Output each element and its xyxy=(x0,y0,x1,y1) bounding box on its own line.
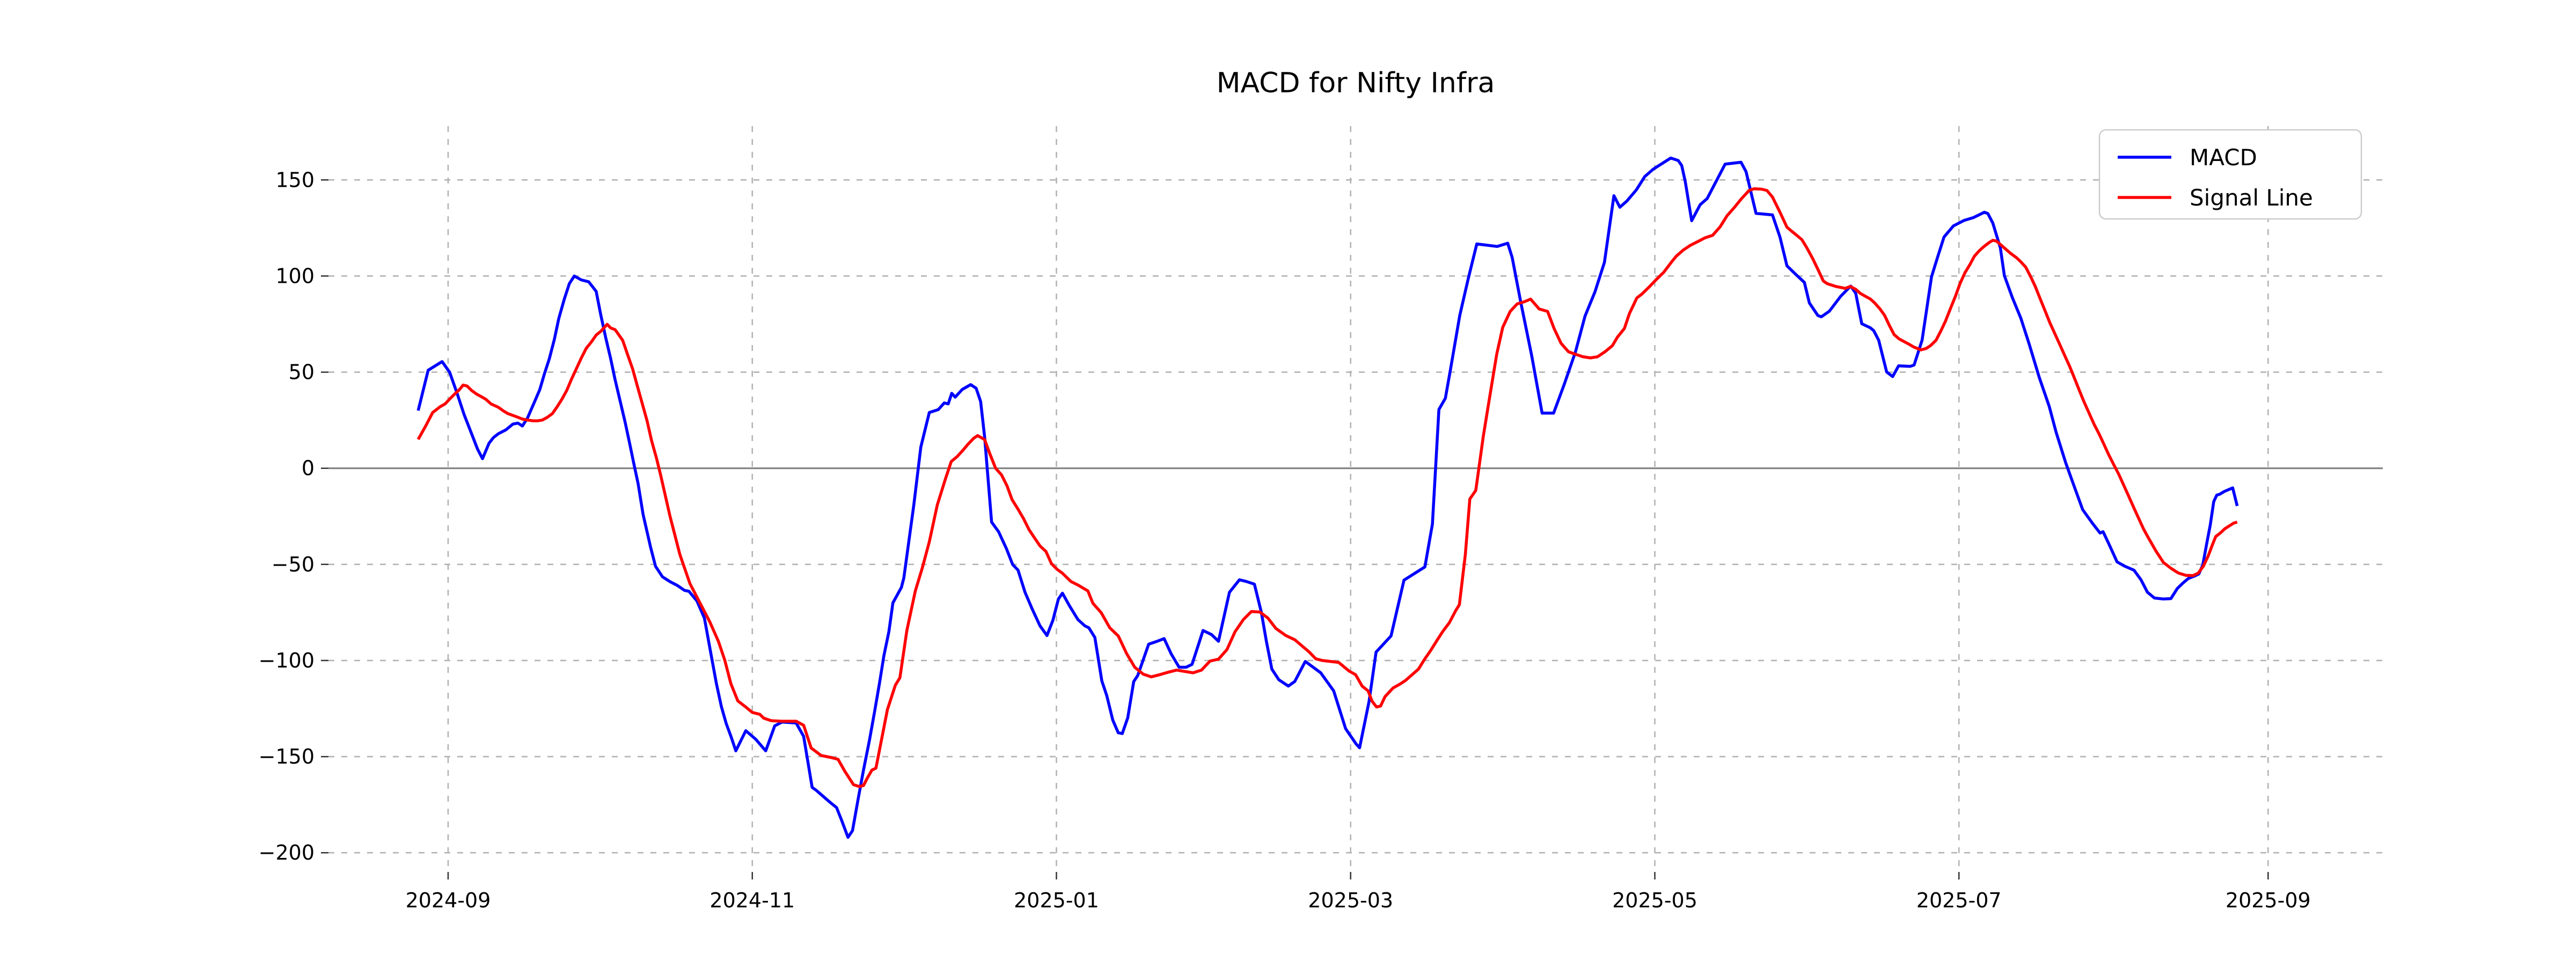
x-tick-label: 2025-03 xyxy=(1308,889,1393,912)
x-tick-label: 2025-07 xyxy=(1916,889,2002,912)
horizontal-gridlines xyxy=(328,179,2383,854)
y-tick-label: 150 xyxy=(275,168,314,192)
y-tick-label: −200 xyxy=(259,841,314,864)
x-tick-label: 2025-01 xyxy=(1014,889,1099,912)
macd-line xyxy=(416,156,2239,839)
y-tick-label: −100 xyxy=(259,649,314,672)
y-tick-label: −150 xyxy=(259,745,314,768)
vertical-gridlines xyxy=(447,126,2269,872)
x-tick-label: 2025-05 xyxy=(1612,889,1697,912)
legend: MACD Signal Line xyxy=(2098,129,2362,220)
signal-line xyxy=(416,187,2238,788)
x-tick-label: 2024-11 xyxy=(709,889,795,912)
legend-signal-label: Signal Line xyxy=(2190,185,2313,211)
legend-macd-label: MACD xyxy=(2190,144,2257,171)
y-tick-label: 100 xyxy=(275,264,314,288)
x-tick-label: 2024-09 xyxy=(406,889,491,912)
axis-tick-labels: 2024-09 2024-11 2025-01 2025-03 2025-05 2025-… xyxy=(259,168,2311,912)
series-group xyxy=(416,156,2239,839)
axis-tick-marks xyxy=(321,179,2269,879)
x-tick-label: 2025-09 xyxy=(2226,889,2311,912)
chart-title: MACD for Nifty Infra xyxy=(1217,67,1495,99)
y-tick-label: −50 xyxy=(272,553,314,576)
y-tick-label: 0 xyxy=(302,457,314,480)
y-tick-label: 50 xyxy=(289,361,314,384)
